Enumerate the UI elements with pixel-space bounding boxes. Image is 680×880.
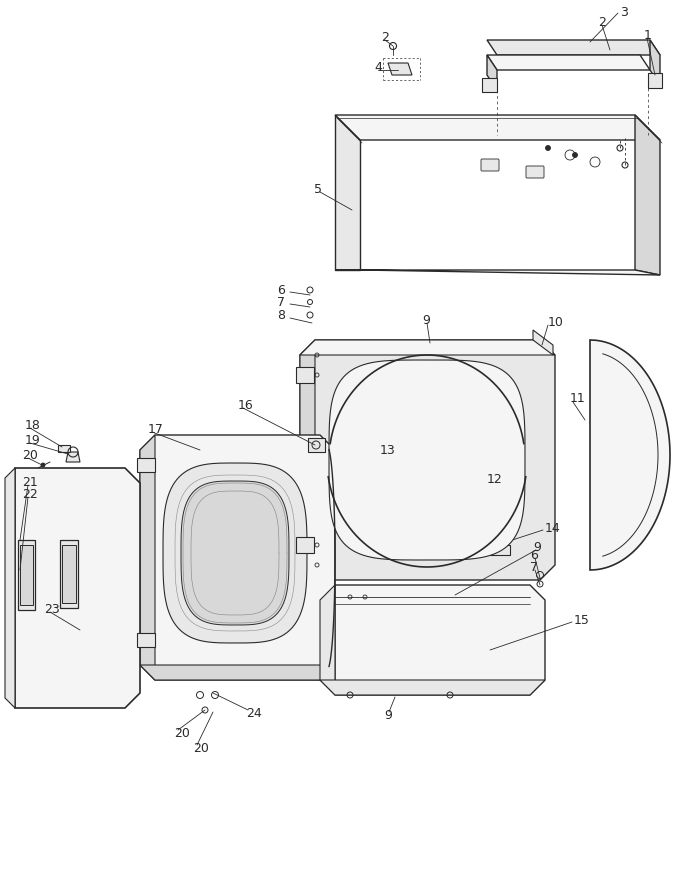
Text: 14: 14 <box>545 522 561 534</box>
Polygon shape <box>320 585 335 695</box>
Polygon shape <box>487 55 650 70</box>
Text: 9: 9 <box>384 708 392 722</box>
Polygon shape <box>320 680 545 695</box>
Text: 17: 17 <box>148 422 164 436</box>
Text: 20: 20 <box>174 727 190 739</box>
Circle shape <box>545 145 551 150</box>
Text: 24: 24 <box>246 707 262 720</box>
Polygon shape <box>18 540 35 610</box>
Polygon shape <box>60 540 78 608</box>
Text: 8: 8 <box>277 309 285 321</box>
Circle shape <box>41 463 45 467</box>
Polygon shape <box>58 445 70 452</box>
Polygon shape <box>648 73 662 88</box>
Bar <box>137 633 155 647</box>
Text: 20: 20 <box>193 742 209 754</box>
Text: 20: 20 <box>22 449 38 461</box>
Text: 2: 2 <box>381 31 389 43</box>
Polygon shape <box>20 545 33 605</box>
Polygon shape <box>163 463 307 643</box>
Text: 1: 1 <box>644 28 652 41</box>
Text: 16: 16 <box>238 399 254 412</box>
Text: 7: 7 <box>530 561 538 574</box>
Text: 10: 10 <box>548 316 564 328</box>
Text: 2: 2 <box>598 16 606 28</box>
Text: 6: 6 <box>277 283 285 297</box>
FancyBboxPatch shape <box>526 166 544 178</box>
Polygon shape <box>388 63 412 75</box>
Text: 15: 15 <box>574 613 590 627</box>
Text: 18: 18 <box>25 419 41 431</box>
Circle shape <box>573 152 577 158</box>
Polygon shape <box>487 40 660 55</box>
Text: 7: 7 <box>277 296 285 309</box>
Polygon shape <box>300 340 555 355</box>
Polygon shape <box>590 340 670 570</box>
Text: 11: 11 <box>570 392 585 405</box>
Text: 4: 4 <box>374 61 382 74</box>
Polygon shape <box>490 545 510 555</box>
Text: 3: 3 <box>620 5 628 18</box>
Bar <box>296 537 314 553</box>
Polygon shape <box>635 115 660 275</box>
Polygon shape <box>181 481 289 625</box>
Polygon shape <box>140 435 155 680</box>
Text: 9: 9 <box>533 540 541 554</box>
Polygon shape <box>140 665 335 680</box>
Text: 12: 12 <box>487 473 503 486</box>
Polygon shape <box>335 585 545 695</box>
Text: 21: 21 <box>22 475 38 488</box>
Polygon shape <box>335 115 360 270</box>
Polygon shape <box>329 360 525 560</box>
Text: 5: 5 <box>314 182 322 195</box>
Text: 23: 23 <box>44 603 60 615</box>
Polygon shape <box>62 545 76 603</box>
Polygon shape <box>533 330 553 355</box>
Bar <box>137 458 155 472</box>
Polygon shape <box>15 468 140 708</box>
Polygon shape <box>5 468 15 708</box>
FancyBboxPatch shape <box>481 159 499 171</box>
Text: 19: 19 <box>25 434 41 446</box>
Text: 6: 6 <box>530 548 538 561</box>
Bar <box>296 367 314 383</box>
Polygon shape <box>482 78 497 92</box>
Polygon shape <box>650 40 660 85</box>
Polygon shape <box>335 115 660 140</box>
Text: 13: 13 <box>380 444 396 457</box>
Polygon shape <box>487 55 497 90</box>
Text: 9: 9 <box>422 313 430 326</box>
Polygon shape <box>300 340 555 580</box>
Polygon shape <box>308 438 325 452</box>
Polygon shape <box>300 340 315 580</box>
Polygon shape <box>140 435 335 680</box>
Polygon shape <box>445 462 465 474</box>
Text: 22: 22 <box>22 488 38 501</box>
Polygon shape <box>335 270 660 275</box>
Polygon shape <box>66 452 80 462</box>
